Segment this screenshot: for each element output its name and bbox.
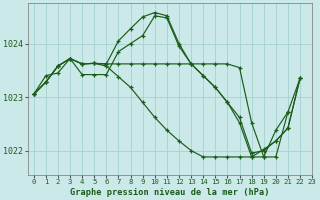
X-axis label: Graphe pression niveau de la mer (hPa): Graphe pression niveau de la mer (hPa)	[70, 188, 270, 197]
